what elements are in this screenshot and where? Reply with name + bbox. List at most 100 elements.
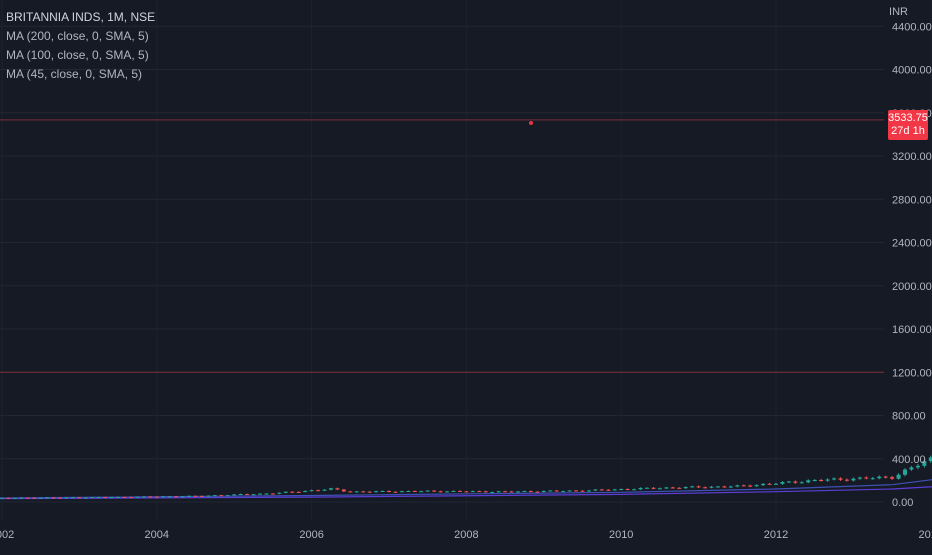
candle-body bbox=[580, 490, 585, 492]
candle-body bbox=[748, 485, 753, 487]
candle-body bbox=[199, 495, 204, 497]
candle-body bbox=[915, 465, 920, 468]
candle-body bbox=[844, 479, 849, 481]
candle-body bbox=[161, 496, 166, 498]
candle-body bbox=[819, 479, 824, 481]
candle-body bbox=[548, 490, 553, 492]
candle-body bbox=[451, 490, 456, 492]
candle-body bbox=[574, 490, 579, 492]
currency-label: INR bbox=[889, 6, 908, 18]
candle-body bbox=[715, 486, 720, 488]
candle-body bbox=[348, 491, 353, 493]
candle-body bbox=[438, 491, 443, 493]
x-tick-label: 2004 bbox=[145, 529, 169, 541]
x-tick-label: 2008 bbox=[454, 529, 478, 541]
candle-body bbox=[277, 492, 282, 494]
candle-body bbox=[167, 496, 172, 498]
candle-body bbox=[593, 489, 598, 491]
ma-100-line bbox=[0, 486, 932, 500]
candle-body bbox=[657, 488, 662, 490]
candle-body bbox=[754, 485, 759, 487]
legend-ma-200[interactable]: MA (200, close, 0, SMA, 5) bbox=[6, 29, 149, 43]
candle-body bbox=[283, 491, 288, 493]
candle-body bbox=[38, 497, 43, 499]
candle-body bbox=[70, 497, 75, 499]
x-tick-label: 2002 bbox=[0, 529, 14, 541]
candle-body bbox=[696, 486, 701, 488]
x-tick-label: 2012 bbox=[764, 529, 788, 541]
candle-body bbox=[58, 497, 63, 499]
candle-body bbox=[786, 481, 791, 483]
candle-body bbox=[567, 490, 572, 492]
time-axis[interactable]: 2002200420062008201020122014201620182020… bbox=[0, 529, 932, 541]
candle-body bbox=[361, 491, 366, 493]
candle-body bbox=[219, 495, 224, 497]
candle-body bbox=[154, 496, 159, 498]
candle-body bbox=[251, 494, 256, 496]
candle-body bbox=[503, 491, 508, 493]
candle-body bbox=[554, 490, 559, 492]
candle-body bbox=[387, 490, 391, 492]
price-axis[interactable]: 0.00 400.00 800.00 1200.00 1600.00 2000.00 240… bbox=[892, 21, 932, 509]
y-tick-label: 800.00 bbox=[892, 411, 926, 423]
candle-body bbox=[619, 489, 624, 491]
legend-ma-100[interactable]: MA (100, close, 0, SMA, 5) bbox=[6, 48, 149, 62]
candle-body bbox=[432, 490, 437, 492]
candle-body bbox=[32, 497, 37, 499]
candle-body bbox=[457, 490, 462, 492]
candle-body bbox=[264, 493, 269, 495]
candle-body bbox=[258, 493, 262, 495]
candle-body bbox=[322, 489, 327, 491]
candle-body bbox=[632, 489, 637, 491]
candle-body bbox=[928, 457, 932, 462]
candle-body bbox=[245, 494, 250, 496]
candle-body bbox=[206, 495, 211, 497]
candle-body bbox=[187, 495, 192, 497]
y-tick-label: 2400.00 bbox=[892, 238, 932, 250]
candle-body bbox=[735, 485, 740, 487]
candle-body bbox=[19, 497, 24, 499]
candle-body bbox=[909, 467, 914, 470]
candle-body bbox=[393, 491, 398, 493]
price-dot bbox=[529, 121, 533, 125]
candle-body bbox=[477, 491, 482, 493]
candle-body bbox=[12, 497, 17, 499]
candle-body bbox=[541, 490, 546, 492]
candle-body bbox=[896, 474, 901, 479]
candle-body bbox=[490, 492, 495, 494]
horizontal-levels bbox=[0, 119, 884, 373]
y-tick-label: 3200.00 bbox=[892, 151, 932, 163]
candle-body bbox=[767, 483, 772, 485]
candle-body bbox=[832, 478, 837, 480]
y-tick-label: 4000.00 bbox=[892, 65, 932, 77]
moving-averages bbox=[0, 479, 932, 500]
candle-body bbox=[677, 487, 682, 489]
candle-body bbox=[174, 496, 179, 498]
candle-body bbox=[670, 487, 675, 489]
candle-body bbox=[83, 497, 88, 499]
grid bbox=[0, 25, 884, 503]
candle-body bbox=[6, 497, 11, 499]
candle-body bbox=[606, 489, 611, 491]
candle-body bbox=[380, 490, 385, 492]
candle-body bbox=[780, 482, 785, 484]
candle-body bbox=[116, 496, 121, 498]
y-tick-label: 2800.00 bbox=[892, 194, 932, 206]
candle-body bbox=[180, 496, 185, 498]
candle-body bbox=[425, 490, 430, 492]
symbol-title[interactable]: BRITANNIA INDS, 1M, NSE bbox=[6, 10, 156, 24]
legend-ma-45[interactable]: MA (45, close, 0, SMA, 5) bbox=[6, 67, 143, 81]
candle-body bbox=[722, 486, 727, 488]
y-tick-label: 0.00 bbox=[892, 497, 913, 509]
candle-body bbox=[528, 491, 533, 493]
candle-body bbox=[212, 495, 217, 497]
candle-body bbox=[741, 485, 746, 487]
candle-body bbox=[141, 496, 146, 498]
candle-body bbox=[638, 487, 643, 490]
x-tick-label: 2014 bbox=[919, 529, 932, 541]
last-price-tag: 3533.75 27d 1h bbox=[888, 110, 928, 140]
candle-body bbox=[51, 497, 56, 499]
candle-body bbox=[464, 491, 469, 493]
